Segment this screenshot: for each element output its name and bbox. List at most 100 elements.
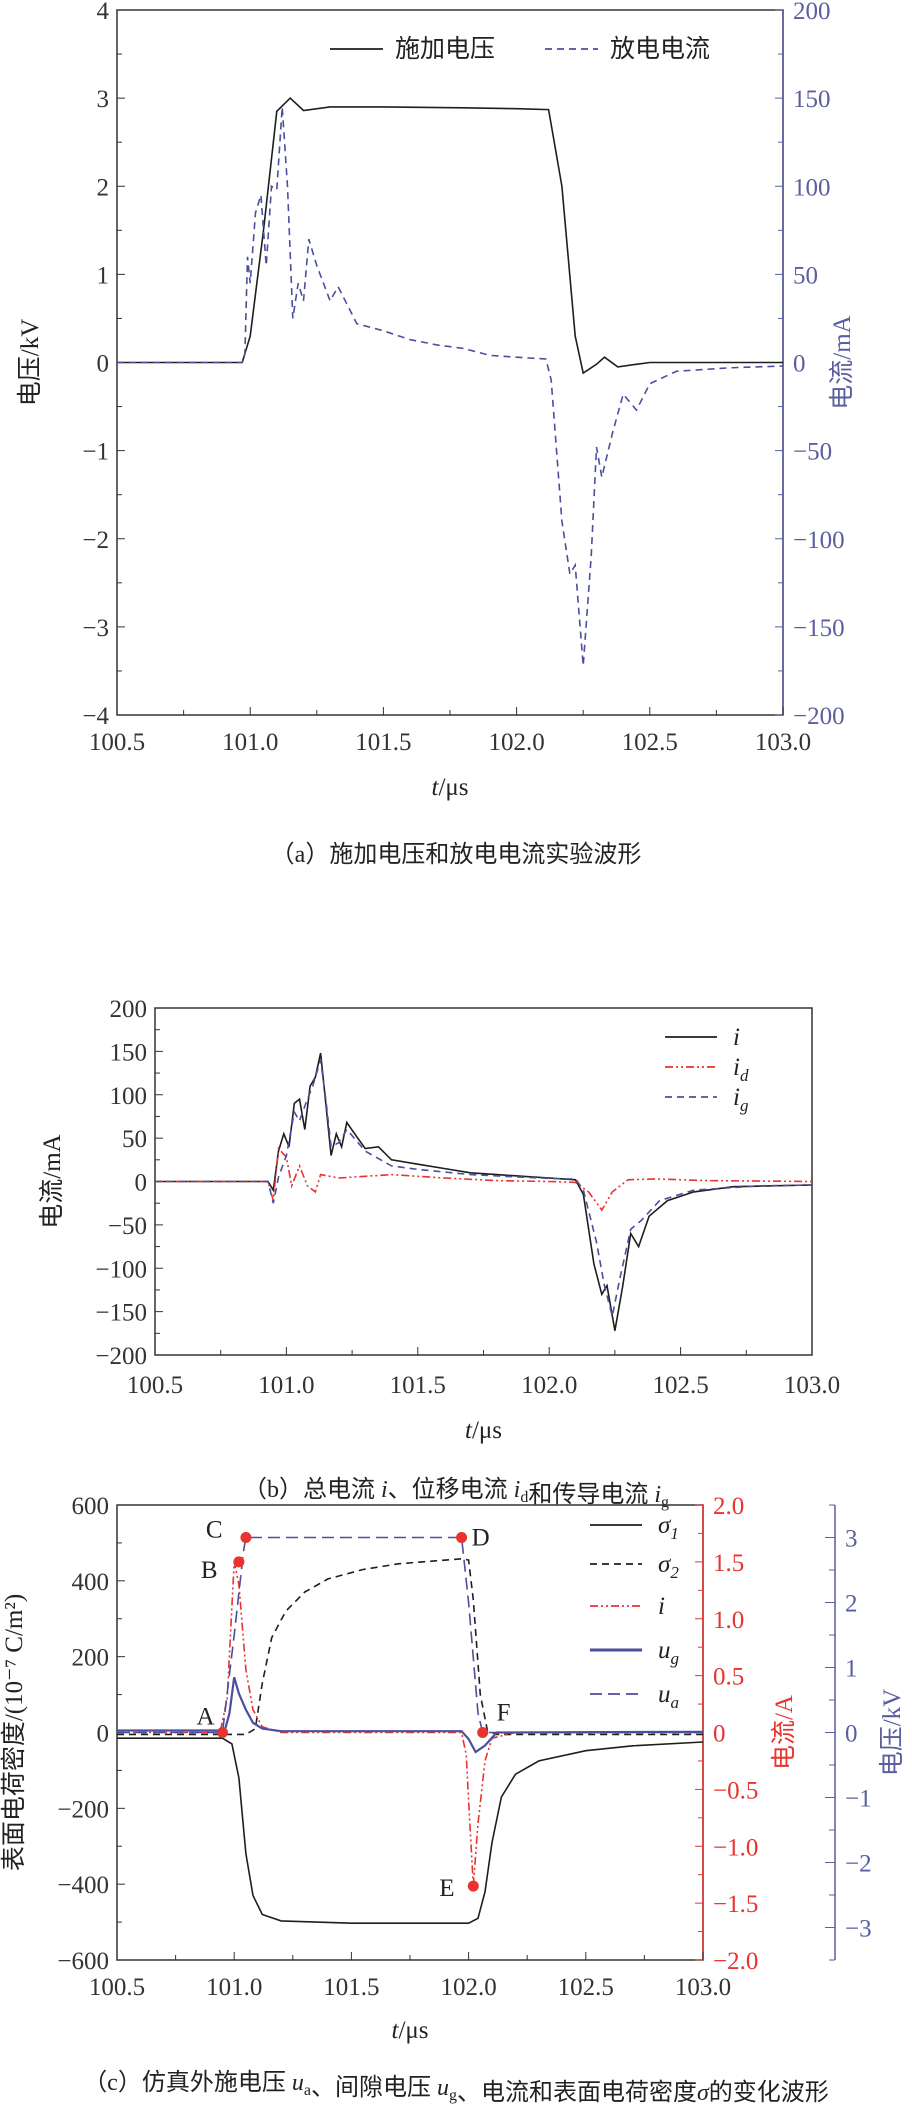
y-tick-label: −100: [95, 1256, 147, 1283]
marker-point: [456, 1532, 468, 1543]
caption-part: 、位移电流: [388, 1476, 514, 1503]
legend-name: u: [658, 1681, 671, 1708]
caption-part: （b）总电流: [243, 1476, 381, 1503]
y-axis-label: 表面电荷密度/(10⁻⁷ C/m²): [0, 1594, 28, 1871]
caption-part: i: [381, 1477, 388, 1503]
y-tick-label: −1: [82, 439, 109, 466]
y-tick-label: 200: [72, 1645, 110, 1672]
y-axis-label: 电压/kV: [16, 319, 44, 407]
x-tick-label: 102.5: [652, 1372, 708, 1399]
x-tick-label: 102.0: [440, 1974, 496, 2001]
legend-name: σ: [658, 1512, 672, 1539]
y-tick-label: −3: [82, 615, 109, 642]
y-tick-label: −150: [95, 1300, 147, 1327]
caption-subscript: g: [661, 1494, 669, 1511]
legend-label: 放电电流: [610, 35, 710, 63]
legend-subscript: 1: [670, 1524, 679, 1543]
y-right-tick-label: −2.0: [713, 1948, 758, 1975]
y-right2-tick-label: −2: [845, 1851, 872, 1878]
x-tick-label: 103.0: [784, 1372, 840, 1399]
caption-part: i: [654, 1482, 661, 1508]
legend-name: i: [658, 1593, 665, 1620]
y-tick-label: 0: [97, 351, 110, 378]
x-tick-label: 101.5: [355, 729, 411, 756]
series-line-2: [155, 1059, 812, 1317]
series-line-4: [117, 1536, 703, 1734]
y-right2-tick-label: 2: [845, 1591, 858, 1618]
x-tick-label: 101.0: [258, 1372, 314, 1399]
legend-label: i: [733, 1024, 740, 1051]
x-tick-label: 100.5: [89, 1974, 145, 2001]
marker-label: C: [206, 1517, 223, 1544]
legend-name: u: [658, 1637, 671, 1664]
chart-b: 100.5 101.0 101.5 102.0 102.5 103.0 −200 −150 −1…: [38, 996, 840, 1511]
x-tick-label: 101.0: [206, 1974, 262, 2001]
legend-subscript: a: [671, 1693, 680, 1712]
series-line-1: [117, 106, 783, 666]
legend-name: 放电电流: [610, 35, 710, 63]
legend-name: i: [733, 1054, 740, 1081]
series-line-1: [155, 1146, 812, 1212]
y-tick-label: −50: [108, 1213, 147, 1240]
x-tick-label: 101.5: [390, 1372, 446, 1399]
caption-part: 和传导电流: [528, 1481, 654, 1508]
caption-part: 、电流和表面电荷密度: [457, 2079, 697, 2106]
y-tick-label: −200: [57, 1796, 109, 1823]
caption: （c）仿真外施电压 ua、间隙电压 ug、电流和表面电荷密度σ的变化波形: [83, 2069, 829, 2106]
x-axis-label-var: t: [431, 774, 439, 801]
y-tick-label: −200: [95, 1343, 147, 1370]
marker-point: [467, 1880, 479, 1892]
series-line-0: [117, 96, 783, 375]
marker-point: [233, 1556, 245, 1568]
series-line-2: [117, 1561, 703, 1887]
y-right-tick-label: 200: [793, 0, 831, 25]
y-axis-label: 电流/mA: [38, 1134, 66, 1228]
y-right-axis-label: 电流/mA: [828, 315, 856, 409]
y-tick-label: −2: [82, 527, 109, 554]
x-axis-label: t/μs: [391, 2017, 428, 2044]
x-axis-label-unit: /μs: [472, 1417, 502, 1444]
chart-c: 100.5 101.0 101.5 102.0 102.5 103.0−600−400−2…: [0, 1493, 906, 2106]
y-right2-tick-label: −3: [845, 1916, 872, 1943]
legend-label: ua: [658, 1681, 679, 1712]
y-right2-tick-label: −1: [845, 1786, 872, 1813]
y-right-tick-label: 0.5: [713, 1664, 744, 1691]
y-right-tick-label: −50: [793, 439, 832, 466]
y-right-tick-label: −1.5: [713, 1891, 758, 1918]
y-right-tick-label: −150: [793, 615, 845, 642]
y-tick-label: −600: [57, 1948, 109, 1975]
caption-part: 的变化波形: [709, 2079, 829, 2106]
legend-subscript: d: [740, 1066, 749, 1085]
x-axis-label-unit: /μs: [398, 2017, 428, 2044]
legend-label: i: [658, 1593, 665, 1620]
y-right-tick-label: 2.0: [713, 1493, 744, 1520]
y-tick-label: 600: [72, 1493, 110, 1520]
y-tick-label: 0: [97, 1721, 110, 1748]
y-right-tick-label: 1.5: [713, 1550, 744, 1577]
y-tick-label: 100: [110, 1083, 148, 1110]
y-right-tick-label: −200: [793, 703, 845, 730]
caption-part: u: [292, 2070, 304, 2096]
y-tick-label: 0: [135, 1170, 148, 1197]
y-right-tick-label: −100: [793, 527, 845, 554]
legend-label: ug: [658, 1637, 679, 1668]
y-tick-label: 50: [122, 1126, 147, 1153]
caption-part: （c）仿真外施电压: [83, 2069, 292, 2096]
y-right-tick-label: 1.0: [713, 1607, 744, 1634]
series-line-1: [117, 1557, 703, 1736]
x-tick-label: 102.0: [488, 729, 544, 756]
legend-label: σ1: [658, 1512, 679, 1543]
x-tick-label: 100.5: [127, 1372, 183, 1399]
marker-label: D: [472, 1525, 490, 1552]
series-line-0: [155, 1052, 812, 1331]
y-right-axis-label: 电流/A: [770, 1695, 798, 1770]
caption: （b）总电流 i、位移电流 id和传导电流 ig: [243, 1476, 669, 1511]
marker-point: [477, 1727, 489, 1738]
y-right-tick-label: 100: [793, 174, 831, 201]
x-tick-label: 100.5: [89, 729, 145, 756]
x-axis-label-unit: /μs: [438, 774, 468, 801]
legend-label: ig: [733, 1084, 748, 1115]
caption-subscript: a: [304, 2082, 311, 2099]
x-tick-label: 103.0: [675, 1974, 731, 2001]
series-line-3: [117, 1676, 703, 1754]
